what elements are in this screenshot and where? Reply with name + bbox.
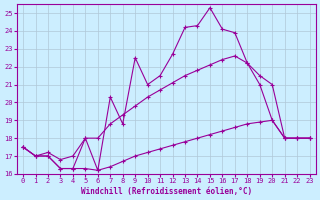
X-axis label: Windchill (Refroidissement éolien,°C): Windchill (Refroidissement éolien,°C) (81, 187, 252, 196)
